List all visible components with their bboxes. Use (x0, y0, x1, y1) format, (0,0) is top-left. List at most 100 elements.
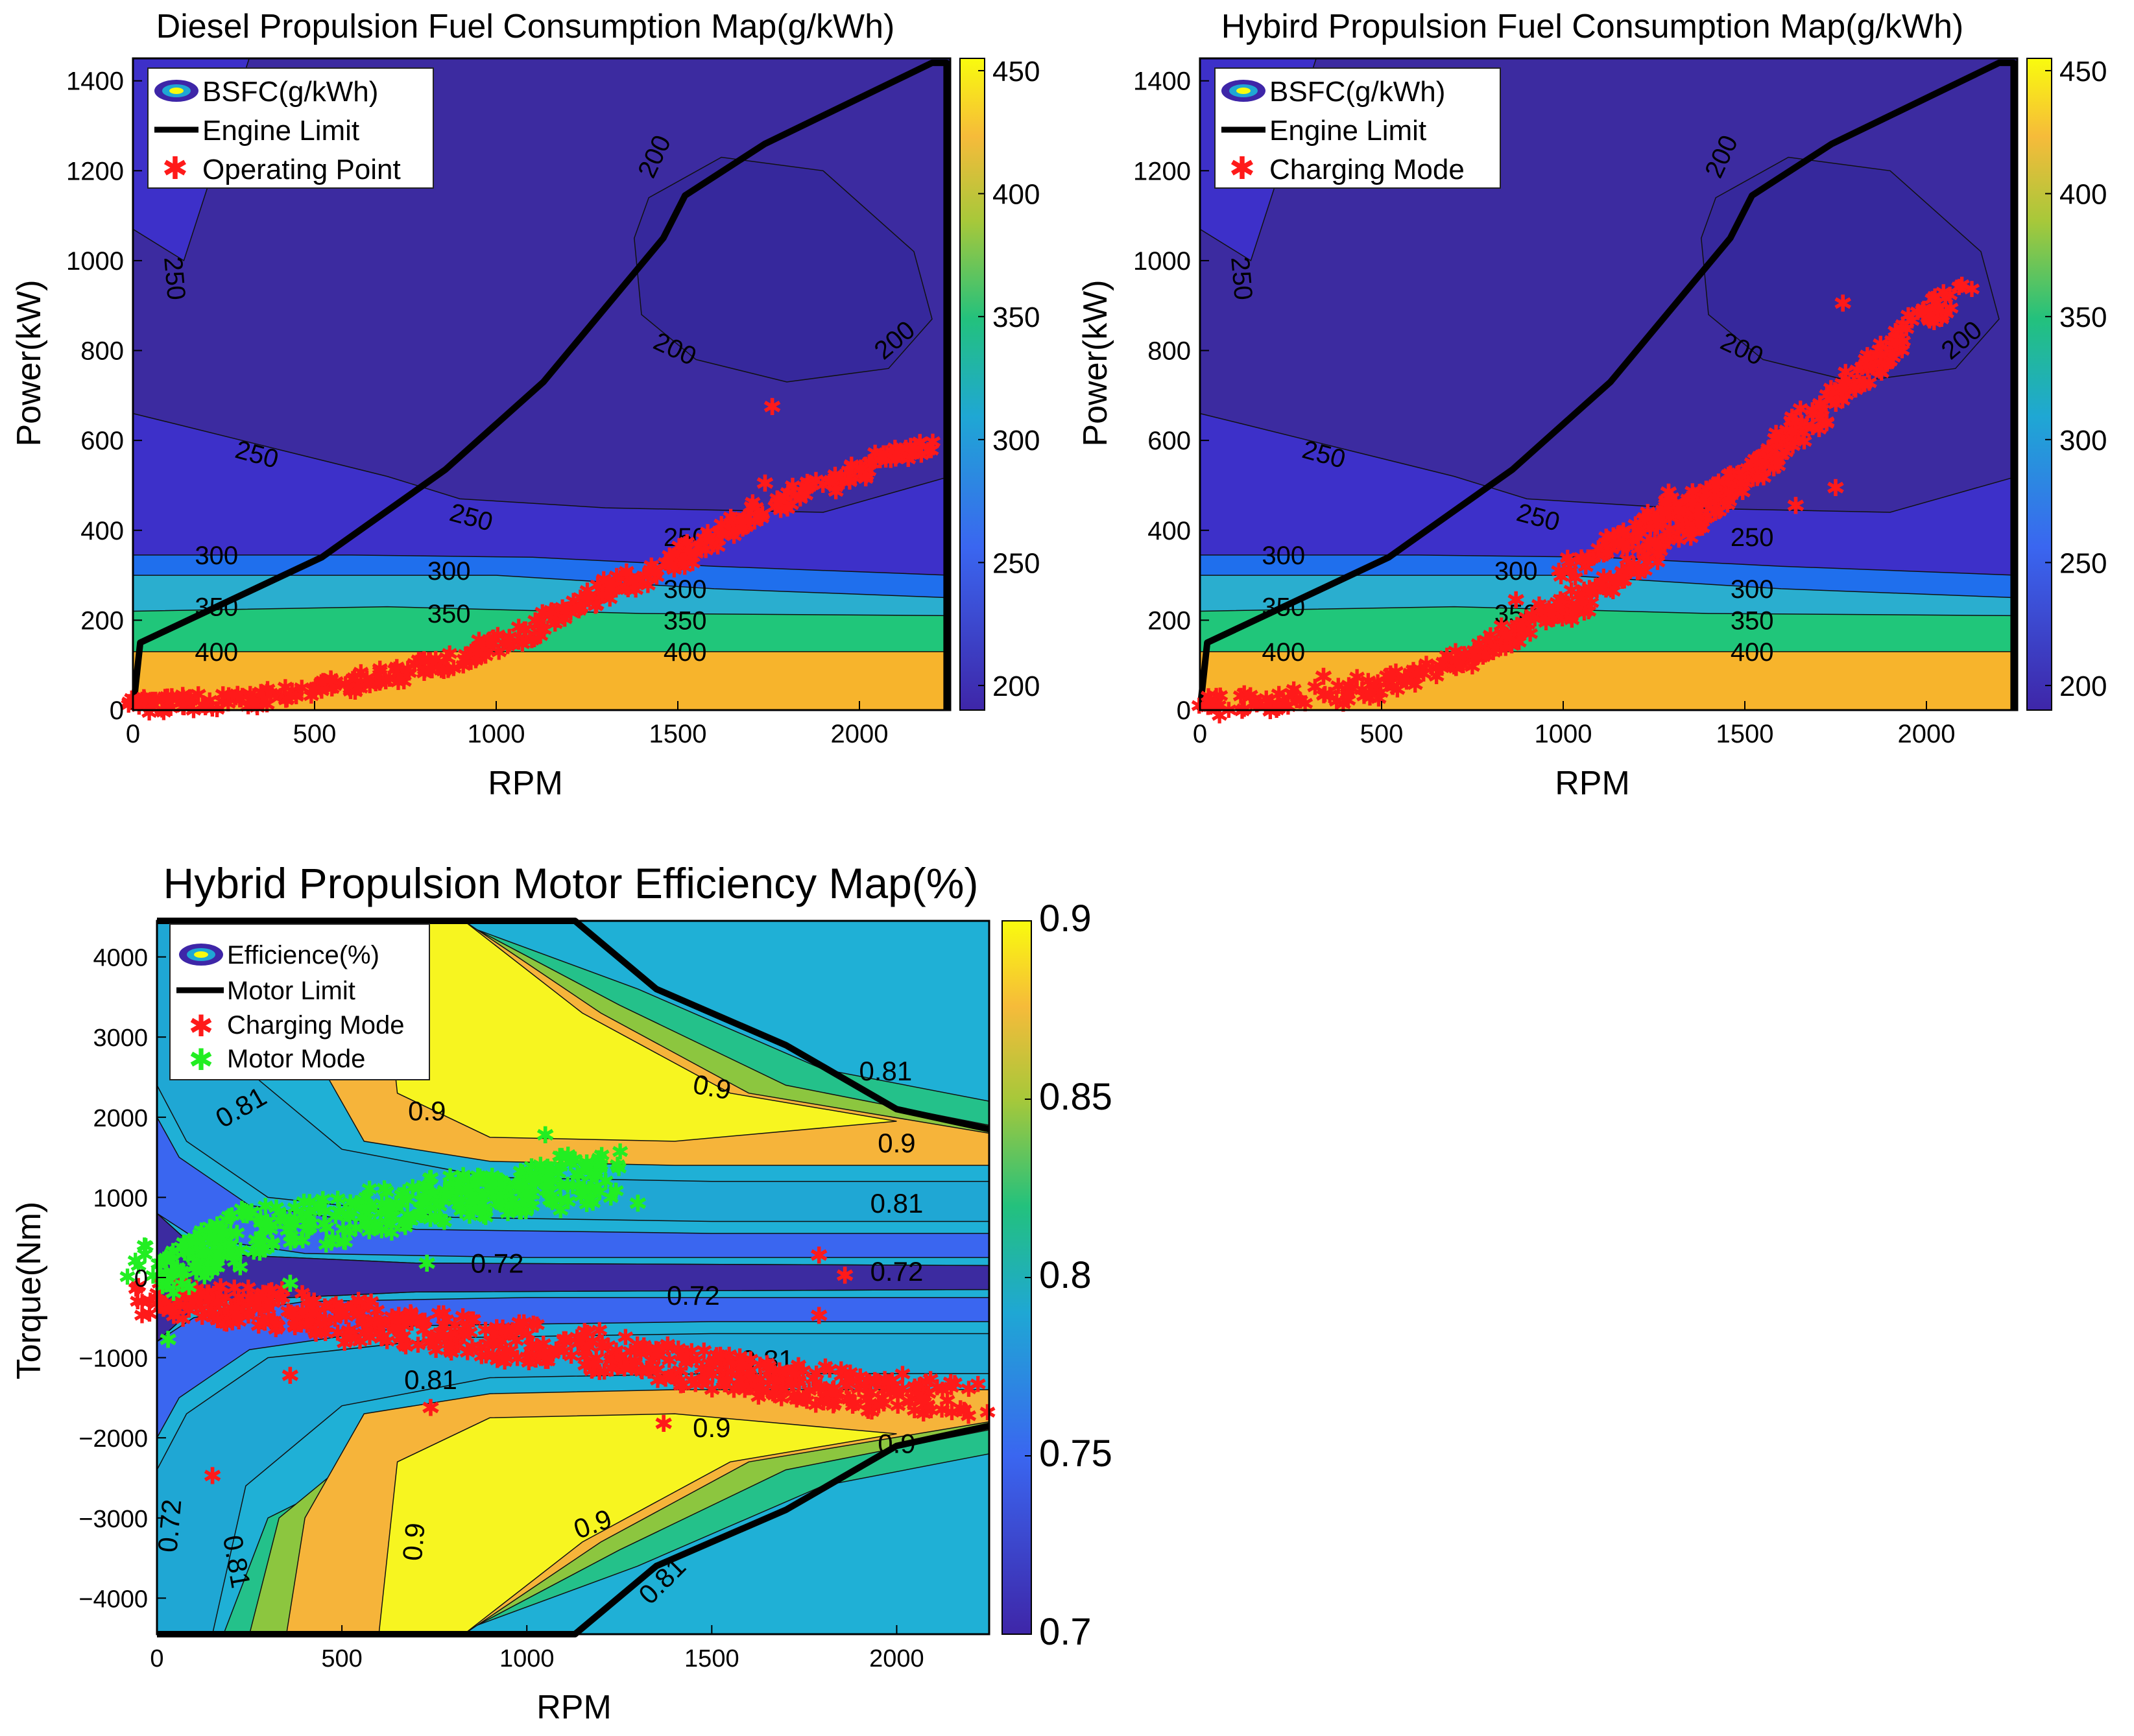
operating-point: ✱ (692, 535, 711, 560)
motor-point-outlier: ✱ (536, 1122, 555, 1148)
charging-point: ✱ (1920, 309, 1939, 333)
contour-label: 0.9 (691, 1069, 734, 1105)
operating-point: ✱ (281, 684, 300, 709)
operating-point: ✱ (797, 477, 816, 502)
y-tick-label: 2000 (93, 1105, 148, 1132)
operating-point: ✱ (226, 686, 245, 711)
operating-point: ✱ (254, 688, 272, 713)
operating-point: ✱ (346, 680, 365, 705)
y-tick-label: 1000 (1133, 247, 1191, 276)
charging-point-outlier: ✱ (1506, 587, 1526, 613)
charging-point: ✱ (1827, 392, 1845, 417)
charging-point: ✱ (1199, 685, 1218, 709)
charging-point: ✱ (1786, 410, 1805, 435)
colorbar-tick-label: 0.9 (1039, 898, 1092, 940)
operating-point: ✱ (462, 650, 481, 675)
contour-label: 0.9 (878, 1128, 915, 1158)
operating-point: ✱ (752, 506, 771, 531)
charging-point: ✱ (1927, 300, 1946, 325)
operating-point: ✱ (120, 691, 139, 715)
operating-point: ✱ (542, 599, 561, 624)
operating-point: ✱ (141, 696, 160, 720)
operating-point: ✱ (837, 464, 856, 489)
charging-point: ✱ (580, 1335, 599, 1359)
charging-point-outlier: ✱ (835, 1263, 855, 1289)
legend-star-marker: ✱ (1229, 152, 1255, 186)
operating-point: ✱ (133, 688, 152, 713)
operating-point: ✱ (405, 652, 424, 676)
operating-point: ✱ (617, 576, 636, 600)
charging-point: ✱ (1296, 692, 1315, 717)
motor-point: ✱ (238, 1204, 257, 1229)
colorbar-tick-label: 400 (2059, 179, 2107, 211)
operating-point: ✱ (852, 462, 871, 487)
charging-point-outlier: ✱ (809, 1243, 829, 1269)
charging-point-outlier: ✱ (421, 1394, 440, 1421)
operating-point: ✱ (488, 623, 507, 648)
chart-title: Hybird Propulsion Fuel Consumption Map(g… (1221, 8, 1963, 45)
operating-point: ✱ (147, 688, 165, 713)
operating-point: ✱ (737, 516, 756, 540)
operating-point: ✱ (140, 701, 159, 726)
motor-point: ✱ (198, 1259, 217, 1284)
operating-point: ✱ (476, 645, 495, 669)
operating-point: ✱ (785, 484, 804, 508)
operating-point: ✱ (846, 466, 865, 491)
motor-point: ✱ (413, 1189, 431, 1214)
operating-point: ✱ (454, 654, 473, 678)
operating-point: ✱ (699, 521, 717, 545)
operating-point: ✱ (258, 678, 277, 702)
contour-label: 300 (664, 575, 707, 604)
operating-point: ✱ (439, 659, 458, 684)
operating-point: ✱ (248, 696, 267, 720)
legend-contour-icon (154, 80, 198, 102)
operating-point: ✱ (892, 440, 911, 465)
operating-point: ✱ (851, 458, 870, 482)
operating-point: ✱ (662, 546, 681, 571)
operating-point: ✱ (509, 630, 528, 655)
operating-point: ✱ (258, 681, 276, 706)
operating-point: ✱ (830, 469, 849, 493)
operating-point: ✱ (595, 568, 614, 593)
charging-point: ✱ (1597, 578, 1616, 602)
operating-point: ✱ (398, 658, 417, 682)
charging-point: ✱ (951, 1397, 970, 1421)
operating-point: ✱ (498, 634, 517, 659)
operating-point: ✱ (380, 667, 399, 692)
operating-point: ✱ (464, 640, 483, 665)
operating-point: ✱ (887, 447, 905, 471)
operating-point: ✱ (156, 685, 174, 710)
operating-point: ✱ (678, 545, 697, 569)
operating-point: ✱ (675, 543, 693, 568)
operating-point: ✱ (639, 574, 658, 599)
motor-point: ✱ (378, 1180, 396, 1205)
x-tick-label: 500 (293, 720, 337, 748)
operating-point: ✱ (832, 466, 851, 490)
operating-point: ✱ (576, 588, 595, 612)
charging-point: ✱ (674, 1373, 693, 1398)
operating-point: ✱ (277, 687, 296, 712)
charging-point: ✱ (1731, 472, 1750, 497)
operating-point: ✱ (670, 534, 689, 559)
operating-point: ✱ (344, 667, 363, 692)
colorbar (959, 58, 985, 711)
operating-point: ✱ (857, 467, 876, 492)
charging-point: ✱ (616, 1326, 635, 1350)
operating-point: ✱ (782, 493, 801, 517)
operating-point: ✱ (800, 475, 819, 500)
operating-point: ✱ (587, 593, 606, 618)
y-tick-label: 0 (134, 1265, 148, 1292)
contour-label: 0.9 (408, 1096, 446, 1126)
operating-point: ✱ (455, 648, 474, 672)
operating-point-outlier: ✱ (763, 394, 782, 420)
charging-point: ✱ (1749, 455, 1768, 480)
charging-point-outlier: ✱ (1313, 663, 1333, 690)
operating-point: ✱ (239, 695, 258, 720)
operating-point: ✱ (904, 440, 922, 464)
operating-point: ✱ (737, 513, 756, 538)
operating-point: ✱ (778, 481, 797, 506)
operating-point: ✱ (588, 586, 607, 611)
charging-point: ✱ (512, 1320, 531, 1345)
operating-point: ✱ (623, 570, 641, 595)
